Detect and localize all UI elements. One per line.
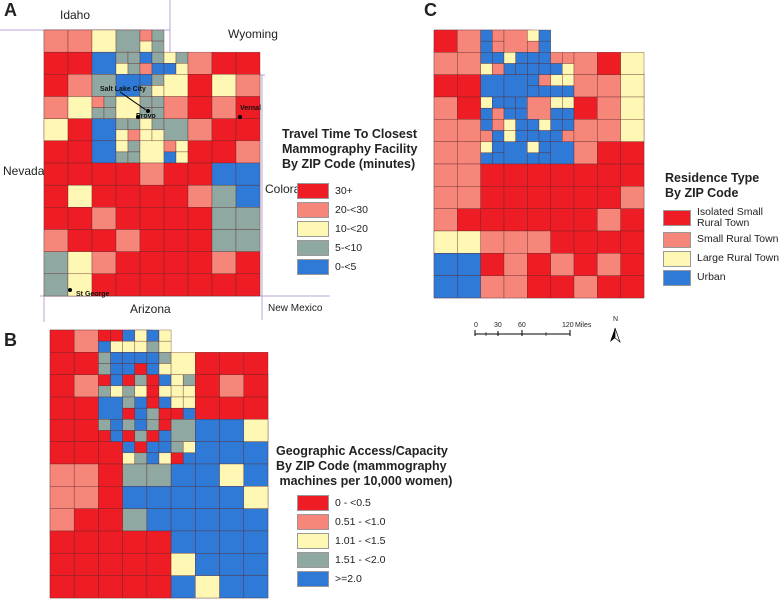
legend-label: Large Rural Town xyxy=(697,252,779,264)
city-salt-lake-city: Salt Lake City xyxy=(100,86,146,93)
legend-label: 0-<5 xyxy=(335,260,357,273)
legend-a-title-2: Mammography Facility xyxy=(282,142,418,156)
legend-c-items: Isolated Small Rural Town Small Rural To… xyxy=(663,206,779,287)
legend-label: >=2.0 xyxy=(335,572,362,585)
legend-b-title-1: Geographic Access/Capacity xyxy=(276,444,448,458)
scale-tick-0: 0 xyxy=(474,322,478,329)
legend-item: Isolated Small Rural Town xyxy=(663,206,779,230)
legend-item: 20-<30 xyxy=(297,200,368,219)
zip-region xyxy=(243,575,269,599)
legend-item: Small Rural Town xyxy=(663,230,779,249)
legend-swatch xyxy=(297,258,329,275)
legend-c-title-1: Residence Type xyxy=(665,171,760,185)
label-nevada: Nevada xyxy=(3,164,45,178)
legend-a-title-1: Travel Time To Closest xyxy=(282,127,418,141)
legend-item: 30+ xyxy=(297,181,368,200)
legend-swatch xyxy=(297,201,329,218)
legend-item: 0 - <0.5 xyxy=(297,493,386,512)
legend-label: 30+ xyxy=(335,184,353,197)
zip-region xyxy=(620,275,645,299)
legend-a-items: 30+ 20-<30 10-<20 5-<10 0-<5 xyxy=(297,181,368,276)
legend-label: 0 - <0.5 xyxy=(335,496,371,509)
panel-b-letter: B xyxy=(4,330,17,350)
vernal-dot xyxy=(238,115,242,119)
legend-b-title-3: machines per 10,000 women) xyxy=(276,474,453,488)
legend-item: 0.51 - <1.0 xyxy=(297,512,386,531)
stgeorge-dot xyxy=(68,288,72,292)
legend-swatch xyxy=(297,513,329,530)
zip-region xyxy=(235,273,261,297)
legend-swatch xyxy=(297,551,329,568)
legend-b: Geographic Access/Capacity By ZIP Code (… xyxy=(276,444,476,489)
scale-tick-60: 60 xyxy=(518,322,526,329)
legend-b-items: 0 - <0.5 0.51 - <1.0 1.01 - <1.5 1.51 - … xyxy=(297,493,386,588)
legend-b-title-2: By ZIP Code (mammography xyxy=(276,459,447,473)
city-provo: Provo xyxy=(136,113,156,120)
legend-swatch xyxy=(297,220,329,237)
legend-swatch xyxy=(663,269,691,286)
legend-label: Isolated Small Rural Town xyxy=(697,206,763,229)
legend-item: 0-<5 xyxy=(297,257,368,276)
panel-c-letter: C xyxy=(424,0,437,20)
legend-swatch xyxy=(297,570,329,587)
legend-item: 5-<10 xyxy=(297,238,368,257)
legend-swatch xyxy=(297,494,329,511)
legend-swatch xyxy=(297,182,329,199)
label-wyoming: Wyoming xyxy=(228,27,278,41)
scale-unit: Miles xyxy=(575,322,592,329)
legend-c: Residence Type By ZIP Code xyxy=(665,171,775,201)
legend-label: 1.51 - <2.0 xyxy=(335,553,386,566)
scale-tick-120: 120 xyxy=(562,322,574,329)
city-st-george: St George xyxy=(76,291,110,298)
legend-a-title-3: By ZIP Code (minutes) xyxy=(282,157,416,171)
slc-dot xyxy=(146,109,150,113)
city-vernal: Vernal xyxy=(240,105,262,112)
legend-item: >=2.0 xyxy=(297,569,386,588)
legend-label: Urban xyxy=(697,271,726,283)
legend-label: 5-<10 xyxy=(335,241,363,254)
scale-tick-30: 30 xyxy=(494,322,502,329)
label-idaho: Idaho xyxy=(60,8,91,22)
legend-item: 1.01 - <1.5 xyxy=(297,531,386,550)
legend-label: 10-<20 xyxy=(335,222,368,235)
legend-swatch xyxy=(663,210,691,226)
legend-item: 1.51 - <2.0 xyxy=(297,550,386,569)
legend-label: 0.51 - <1.0 xyxy=(335,515,386,528)
legend-swatch xyxy=(663,250,691,267)
legend-item: Urban xyxy=(663,268,779,287)
legend-swatch xyxy=(297,239,329,256)
provo-dot xyxy=(136,115,140,119)
legend-a: Travel Time To Closest Mammography Facil… xyxy=(282,127,452,172)
panel-a-letter: A xyxy=(4,0,17,20)
label-arizona: Arizona xyxy=(130,302,171,316)
legend-item: Large Rural Town xyxy=(663,249,779,268)
legend-item: 10-<20 xyxy=(297,219,368,238)
legend-swatch xyxy=(663,231,691,248)
north-label: N xyxy=(613,316,619,323)
legend-label: 1.01 - <1.5 xyxy=(335,534,386,547)
label-new-mexico: New Mexico xyxy=(268,303,323,314)
legend-swatch xyxy=(297,532,329,549)
legend-c-title-2: By ZIP Code xyxy=(665,186,739,200)
slc-arrow xyxy=(119,91,147,111)
legend-label: Small Rural Town xyxy=(697,233,779,245)
legend-label: 20-<30 xyxy=(335,203,368,216)
